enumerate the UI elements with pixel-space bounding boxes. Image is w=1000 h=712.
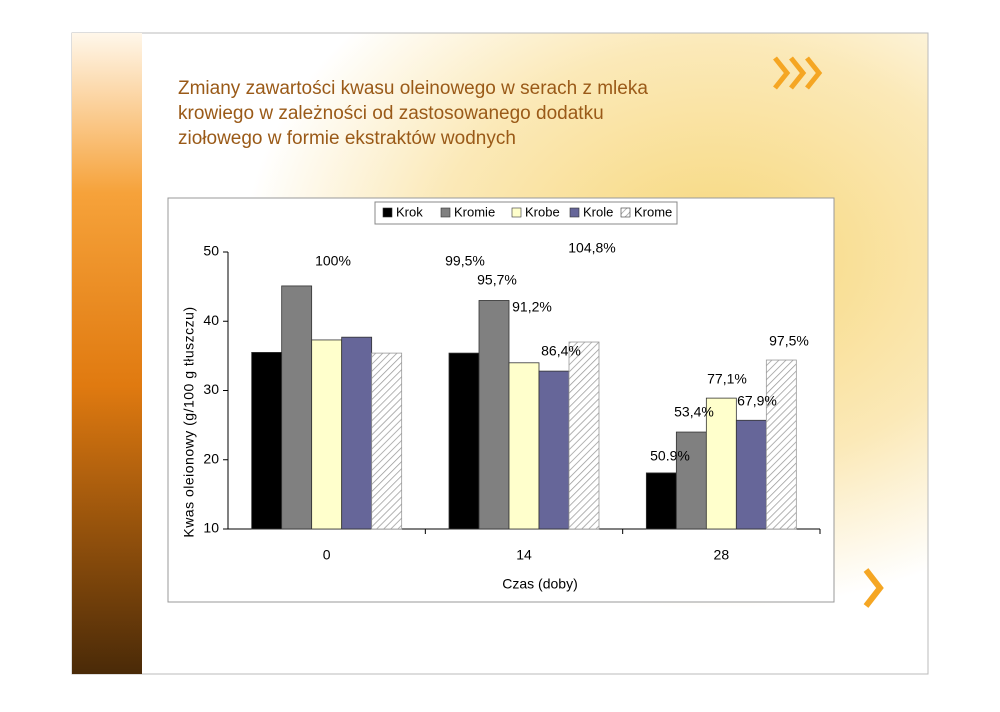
x-tick-label: 14 — [516, 547, 532, 563]
bar — [448, 352, 480, 530]
bar — [735, 419, 767, 530]
bar — [508, 362, 540, 530]
annotation: 86,4% — [541, 343, 581, 359]
legend-label: Krok — [396, 204, 423, 219]
legend-swatch — [511, 207, 522, 218]
annotation: 99,5% — [445, 253, 485, 269]
annotation: 53,4% — [674, 404, 714, 420]
chart: 10 20 30 40 50 0 14 28 100% 99,5% 95,7% 91,2% 86,4% 1… — [181, 201, 821, 592]
annotation: 77,1% — [707, 371, 747, 387]
legend-frame — [374, 201, 678, 225]
legend-label: Krole — [583, 204, 613, 219]
legend-swatch — [620, 207, 631, 218]
annotation: 91,2% — [512, 299, 552, 315]
annotation: 104,8% — [568, 240, 615, 256]
bar — [568, 341, 600, 530]
annotation: 97,5% — [769, 333, 809, 349]
bar — [281, 285, 313, 530]
bar — [311, 339, 343, 530]
watermark: wedlinydomowe.pl — [284, 602, 726, 654]
annotation: 95,7% — [477, 272, 517, 288]
annotation: 67,9% — [737, 393, 777, 409]
legend-label: Krobe — [525, 204, 560, 219]
bar — [478, 300, 510, 530]
annotation: 100% — [315, 253, 351, 269]
annotation: 50.9% — [650, 448, 690, 464]
title: Zmiany zawartości kwasu oleinowego w ser… — [178, 78, 648, 149]
y-tick-label: 20 — [203, 450, 219, 466]
bar — [251, 352, 283, 530]
y-tick-label: 50 — [203, 243, 219, 259]
chevron-next — [863, 568, 884, 608]
legend: Krok Kromie Krobe Krole Krome — [374, 201, 678, 225]
bar — [765, 359, 797, 530]
y-axis-title: Kwas oleionowy (g/100 g tłuszczu) — [181, 306, 197, 537]
bar — [675, 431, 707, 530]
side-stripe — [72, 33, 142, 674]
x-tick-label: 0 — [323, 547, 331, 563]
title-line: Zmiany zawartości kwasu oleinowego w ser… — [178, 78, 648, 99]
bar — [645, 472, 677, 530]
x-axis-title: Czas (doby) — [502, 576, 577, 592]
legend-swatch — [440, 207, 451, 218]
bar — [538, 370, 570, 530]
title-line: ziołowego w formie ekstraktów wodnych — [178, 128, 516, 149]
y-tick-label: 40 — [203, 312, 219, 328]
title-line: krowiego w zależności od zastosowanego d… — [178, 103, 604, 124]
bar — [705, 397, 737, 530]
x-tick-label: 28 — [714, 547, 730, 563]
legend-label: Kromie — [454, 204, 495, 219]
chevrons-top — [773, 56, 823, 90]
legend-swatch — [382, 207, 393, 218]
legend-swatch — [569, 207, 580, 218]
y-tick-label: 10 — [203, 520, 219, 536]
y-tick-label: 30 — [203, 381, 219, 397]
bar — [341, 336, 373, 530]
bar — [371, 352, 403, 530]
legend-label: Krome — [634, 204, 672, 219]
